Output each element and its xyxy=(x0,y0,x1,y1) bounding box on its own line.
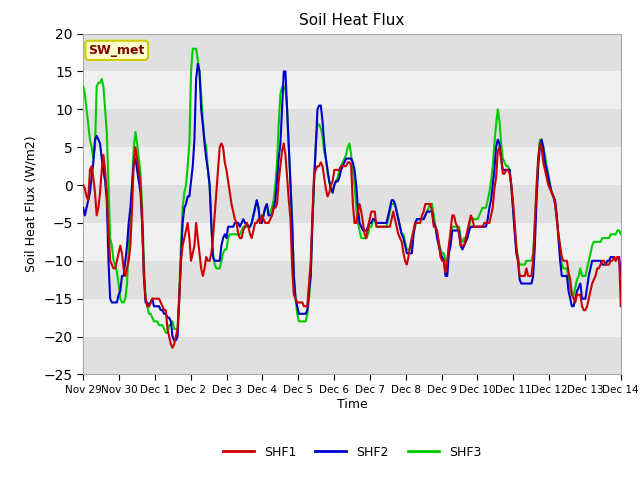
SHF2 xyxy=(555,235,563,241)
SHF3 xyxy=(189,46,196,52)
SHF3 xyxy=(462,235,470,241)
Bar xyxy=(83,185,621,223)
Text: SW_met: SW_met xyxy=(88,44,145,57)
SHF3 xyxy=(162,330,170,336)
Title: Soil Heat Flux: Soil Heat Flux xyxy=(300,13,404,28)
SHF2 xyxy=(617,273,625,279)
SHF2 xyxy=(462,239,470,245)
Line: SHF3: SHF3 xyxy=(83,49,621,333)
Line: SHF2: SHF2 xyxy=(83,64,621,340)
X-axis label: Time: Time xyxy=(337,397,367,410)
SHF2 xyxy=(524,281,532,287)
Bar xyxy=(83,109,621,147)
SHF2 xyxy=(361,228,369,233)
SHF2 xyxy=(170,337,178,343)
Line: SHF1: SHF1 xyxy=(83,144,621,348)
SHF1 xyxy=(462,235,470,241)
SHF1 xyxy=(361,231,369,237)
SHF3 xyxy=(555,231,563,237)
SHF2 xyxy=(194,61,202,67)
Bar xyxy=(83,72,621,109)
SHF1 xyxy=(555,231,563,237)
Bar xyxy=(83,147,621,185)
SHF3 xyxy=(79,84,87,89)
SHF3 xyxy=(468,216,476,222)
SHF1 xyxy=(617,303,625,309)
Bar xyxy=(83,299,621,336)
SHF3 xyxy=(157,322,164,328)
Bar xyxy=(83,223,621,261)
SHF1 xyxy=(157,300,164,305)
SHF2 xyxy=(468,224,476,229)
Bar xyxy=(83,261,621,299)
Bar xyxy=(83,34,621,72)
SHF3 xyxy=(524,258,532,264)
SHF2 xyxy=(79,205,87,211)
SHF1 xyxy=(169,345,177,351)
SHF3 xyxy=(361,235,369,241)
SHF1 xyxy=(468,216,476,222)
SHF1 xyxy=(79,182,87,188)
SHF2 xyxy=(157,307,164,313)
SHF1 xyxy=(524,273,532,279)
Bar xyxy=(83,336,621,374)
SHF3 xyxy=(617,231,625,237)
Y-axis label: Soil Heat Flux (W/m2): Soil Heat Flux (W/m2) xyxy=(25,136,38,272)
Legend: SHF1, SHF2, SHF3: SHF1, SHF2, SHF3 xyxy=(218,441,486,464)
SHF1 xyxy=(218,141,225,146)
